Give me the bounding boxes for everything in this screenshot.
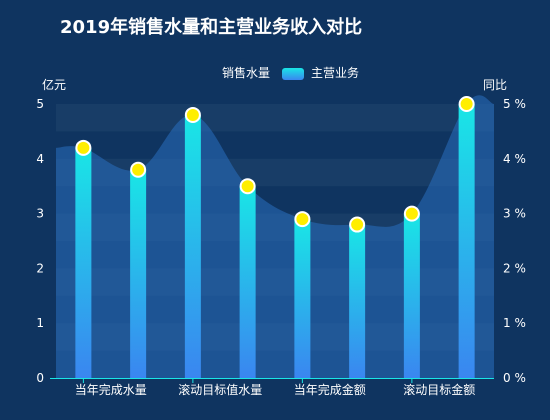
y-axis-left-label: 亿元 bbox=[42, 77, 66, 92]
point-marker-4 bbox=[239, 178, 256, 195]
legend: 销售水量 主营业务 bbox=[222, 65, 359, 80]
point-marker-3 bbox=[184, 106, 201, 123]
bar-series bbox=[75, 104, 475, 379]
bar-main-business-7 bbox=[403, 213, 420, 378]
x-tick-label: 当年完成水量 bbox=[75, 382, 147, 397]
grid-band bbox=[56, 104, 494, 132]
y-left-tick-label: 5 bbox=[36, 97, 44, 111]
point-marker-6 bbox=[349, 216, 366, 233]
bar-main-business-4 bbox=[239, 186, 256, 378]
area-sales-volume bbox=[56, 95, 494, 379]
markers bbox=[75, 96, 475, 233]
x-tick-label: 当年完成金额 bbox=[294, 382, 366, 397]
y-left-tick-label: 3 bbox=[36, 207, 44, 221]
y-right-tick-label: 4 % bbox=[503, 152, 526, 166]
x-tick-label: 滚动目标值水量 bbox=[178, 382, 262, 397]
bar-main-business-6 bbox=[349, 224, 366, 378]
point-marker-7 bbox=[403, 205, 420, 222]
point-marker-8 bbox=[458, 96, 475, 112]
y-right-tick-label: 5 % bbox=[503, 97, 526, 111]
bar-main-business-1 bbox=[75, 147, 92, 378]
area-series bbox=[56, 95, 494, 379]
legend-label-sales-volume[interactable]: 销售水量 bbox=[222, 65, 270, 80]
bar-main-business-5 bbox=[294, 219, 311, 378]
x-tick-label: 滚动目标金额 bbox=[403, 382, 475, 397]
point-marker-2 bbox=[130, 161, 147, 178]
y-right-tick-label: 0 % bbox=[503, 371, 526, 385]
chart-title: 2019年销售水量和主营业务收入对比 bbox=[60, 16, 362, 38]
y-right-tick-label: 2 % bbox=[503, 261, 526, 275]
y-left-tick-label: 1 bbox=[36, 316, 44, 330]
bar-main-business-8 bbox=[458, 104, 475, 378]
axes: 0 1 2 3 4 5 0 % 1 % 2 % 3 % 4 % 5 % 当年完成水量 滚动目标值水量 当年完… bbox=[36, 97, 526, 397]
y-right-tick-label: 1 % bbox=[503, 316, 526, 330]
bar-main-business-3 bbox=[184, 114, 201, 379]
legend-label-main-business[interactable]: 主营业务 bbox=[311, 65, 359, 80]
point-marker-5 bbox=[294, 211, 311, 228]
y-right-tick-label: 3 % bbox=[503, 207, 526, 221]
y-left-tick-label: 2 bbox=[36, 261, 44, 275]
y-left-tick-label: 4 bbox=[36, 152, 44, 166]
bar-main-business-2 bbox=[130, 169, 147, 378]
point-marker-1 bbox=[75, 139, 92, 156]
y-left-tick-label: 0 bbox=[36, 371, 44, 385]
legend-swatch-main-business bbox=[282, 68, 304, 80]
y-axis-right-label: 同比 bbox=[483, 78, 507, 92]
